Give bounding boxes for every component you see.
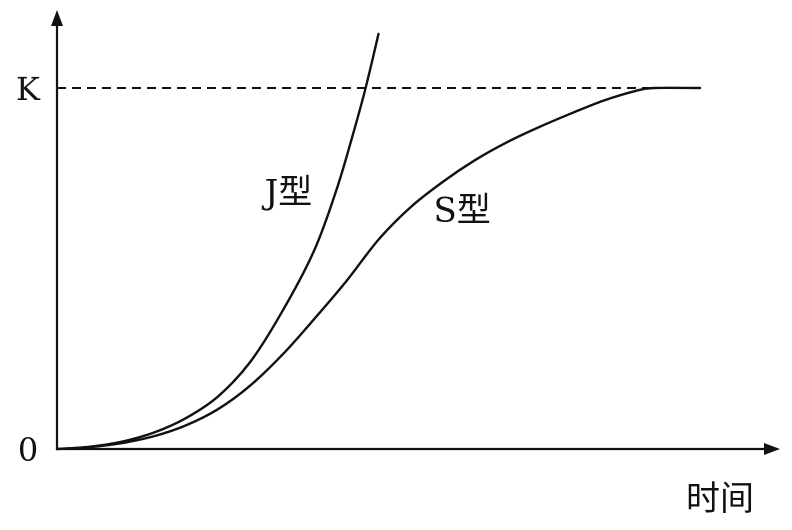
s-curve-label: S型 [433,191,490,231]
x-axis-label: 时间 [686,479,754,519]
y-axis-arrow [51,10,63,26]
x-axis-arrow [764,443,780,455]
y-tick-label-1: K [16,70,41,108]
j-curve-label: J型 [262,173,313,213]
j-curve-line [55,32,380,451]
y-tick-label-0: 0 [18,431,38,469]
s-curve-line [55,86,702,451]
